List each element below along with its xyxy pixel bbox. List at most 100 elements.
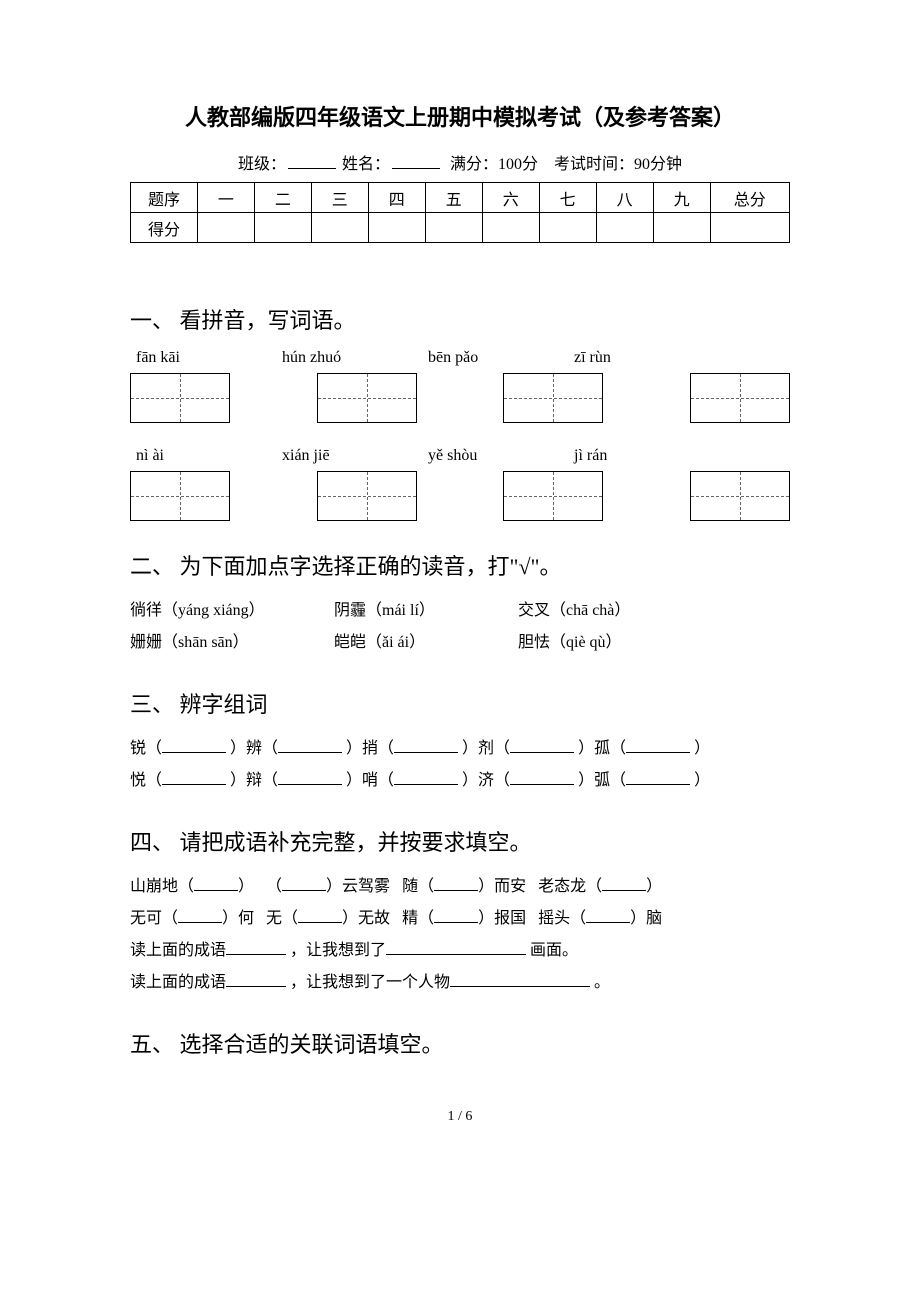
fill-blank[interactable] (386, 939, 526, 955)
q2-line1: 徜徉（yáng xiáng） 阴霾（mái lí） 交叉（chā chà） (130, 595, 790, 627)
q3-text: 锐（ (130, 740, 162, 757)
fill-blank[interactable] (510, 769, 574, 785)
table-cell: 三 (311, 183, 368, 213)
q4-text: ，让我想到了一个人物 (290, 974, 450, 991)
q4-text: 画面。 (530, 942, 578, 959)
write-box-row (130, 373, 790, 423)
table-cell: 九 (653, 183, 710, 213)
table-cell: 二 (254, 183, 311, 213)
q2-item: 胆怯（qiè qù） (518, 627, 622, 659)
write-box[interactable] (130, 373, 230, 423)
fill-blank[interactable] (162, 769, 226, 785)
fill-blank[interactable] (278, 769, 342, 785)
q3-row2: 悦（ ）辩（ ）哨（ ）济（ ）弧（ ） (130, 765, 790, 797)
fill-blank[interactable] (194, 875, 238, 891)
fill-blank[interactable] (450, 971, 590, 987)
write-box[interactable] (130, 471, 230, 521)
q2-item: 徜徉（yáng xiáng） (130, 595, 330, 627)
class-label: 班级： (238, 156, 286, 173)
section5-heading: 五、 选择合适的关联词语填空。 (130, 1027, 790, 1059)
section2-heading: 二、 为下面加点字选择正确的读音，打"√"。 (130, 549, 790, 581)
write-box[interactable] (503, 471, 603, 521)
q3-text: 悦（ (130, 772, 162, 789)
fill-blank[interactable] (434, 907, 478, 923)
pinyin-label: zī rùn (568, 349, 668, 367)
fill-blank[interactable] (626, 769, 690, 785)
class-blank[interactable] (288, 153, 336, 169)
q3-text: ） (694, 772, 710, 789)
fill-blank[interactable] (586, 907, 630, 923)
score-cell[interactable] (596, 213, 653, 243)
q3-text: ）哨（ (346, 772, 394, 789)
fill-blank[interactable] (226, 939, 286, 955)
fill-blank[interactable] (282, 875, 326, 891)
table-cell: 八 (596, 183, 653, 213)
exam-title: 人教部编版四年级语文上册期中模拟考试（及参考答案） (130, 100, 790, 132)
write-box[interactable] (690, 471, 790, 521)
q4-text: （ (266, 878, 282, 895)
fill-blank[interactable] (178, 907, 222, 923)
table-row: 得分 (131, 213, 790, 243)
q3-text: ）济（ (462, 772, 510, 789)
q4-line3: 读上面的成语 ，让我想到了 画面。 (130, 935, 790, 967)
q2-item: 皑皑（ǎi ái） (334, 627, 514, 659)
name-blank[interactable] (392, 153, 440, 169)
q4-text: ）而安 (478, 878, 526, 895)
score-table: 题序 一 二 三 四 五 六 七 八 九 总分 得分 (130, 182, 790, 243)
q4-line4: 读上面的成语 ，让我想到了一个人物 。 (130, 967, 790, 999)
fill-blank[interactable] (394, 737, 458, 753)
q4-text: 读上面的成语 (130, 942, 226, 959)
q4-text: 摇头（ (538, 910, 586, 927)
fill-blank[interactable] (626, 737, 690, 753)
q2-item: 阴霾（mái lí） (334, 595, 514, 627)
score-cell[interactable] (368, 213, 425, 243)
q2-line2: 姗姗（shān sān） 皑皑（ǎi ái） 胆怯（qiè qù） (130, 627, 790, 659)
section1-heading: 一、 看拼音，写词语。 (130, 303, 790, 335)
table-row: 题序 一 二 三 四 五 六 七 八 九 总分 (131, 183, 790, 213)
q4-text: 随（ (402, 878, 434, 895)
fill-blank[interactable] (434, 875, 478, 891)
write-box-row (130, 471, 790, 521)
pinyin-row: nì ài xián jiē yě shòu jì rán (130, 447, 790, 465)
score-cell[interactable] (425, 213, 482, 243)
score-cell[interactable] (311, 213, 368, 243)
fill-blank[interactable] (278, 737, 342, 753)
pinyin-label: hún zhuó (276, 349, 376, 367)
q4-text: ）何 (222, 910, 254, 927)
full-score: 满分：100分 (450, 156, 538, 173)
row-label: 题序 (131, 183, 198, 213)
q3-text: ） (694, 740, 710, 757)
score-cell[interactable] (197, 213, 254, 243)
q4-text: 。 (594, 974, 610, 991)
q4-line1: 山崩地（） （）云驾雾 随（）而安 老态龙（） (130, 871, 790, 903)
fill-blank[interactable] (226, 971, 286, 987)
score-cell-total[interactable] (710, 213, 789, 243)
q4-text: ） (646, 878, 662, 895)
fill-blank[interactable] (602, 875, 646, 891)
pinyin-label: nì ài (130, 447, 230, 465)
page-number: 1 / 6 (130, 1109, 790, 1125)
fill-blank[interactable] (162, 737, 226, 753)
pinyin-label: jì rán (568, 447, 668, 465)
fill-blank[interactable] (298, 907, 342, 923)
write-box[interactable] (317, 373, 417, 423)
table-cell: 七 (539, 183, 596, 213)
write-box[interactable] (503, 373, 603, 423)
write-box[interactable] (690, 373, 790, 423)
q3-text: ）捎（ (346, 740, 394, 757)
table-cell: 四 (368, 183, 425, 213)
q4-text: 读上面的成语 (130, 974, 226, 991)
write-box[interactable] (317, 471, 417, 521)
section4-heading: 四、 请把成语补充完整，并按要求填空。 (130, 825, 790, 857)
q4-line2: 无可（）何 无（）无故 精（）报国 摇头（）脑 (130, 903, 790, 935)
q4-text: ） (238, 878, 254, 895)
score-cell[interactable] (254, 213, 311, 243)
q4-text: 无（ (266, 910, 298, 927)
fill-blank[interactable] (510, 737, 574, 753)
score-cell[interactable] (653, 213, 710, 243)
score-cell[interactable] (539, 213, 596, 243)
score-cell[interactable] (482, 213, 539, 243)
fill-blank[interactable] (394, 769, 458, 785)
q4-text: ，让我想到了 (290, 942, 386, 959)
pinyin-label: bēn pǎo (422, 349, 522, 367)
